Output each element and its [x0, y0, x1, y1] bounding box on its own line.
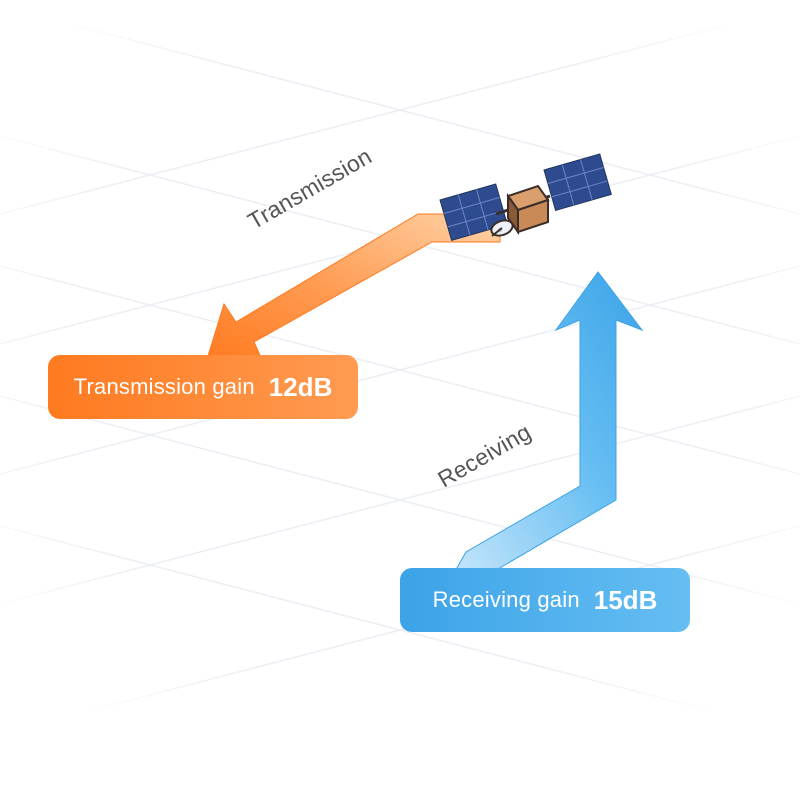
receiving-gain-value: 15dB	[594, 585, 658, 616]
transmission-gain-label: Transmission gain	[74, 374, 255, 400]
transmission-gain-value: 12dB	[269, 372, 333, 403]
satellite-icon	[420, 140, 620, 300]
transmission-gain-badge: Transmission gain 12dB	[48, 355, 358, 419]
diagram-canvas: Transmission Receiving Transmission gain…	[0, 0, 800, 800]
receiving-gain-badge: Receiving gain 15dB	[400, 568, 690, 632]
receiving-gain-label: Receiving gain	[433, 587, 580, 613]
